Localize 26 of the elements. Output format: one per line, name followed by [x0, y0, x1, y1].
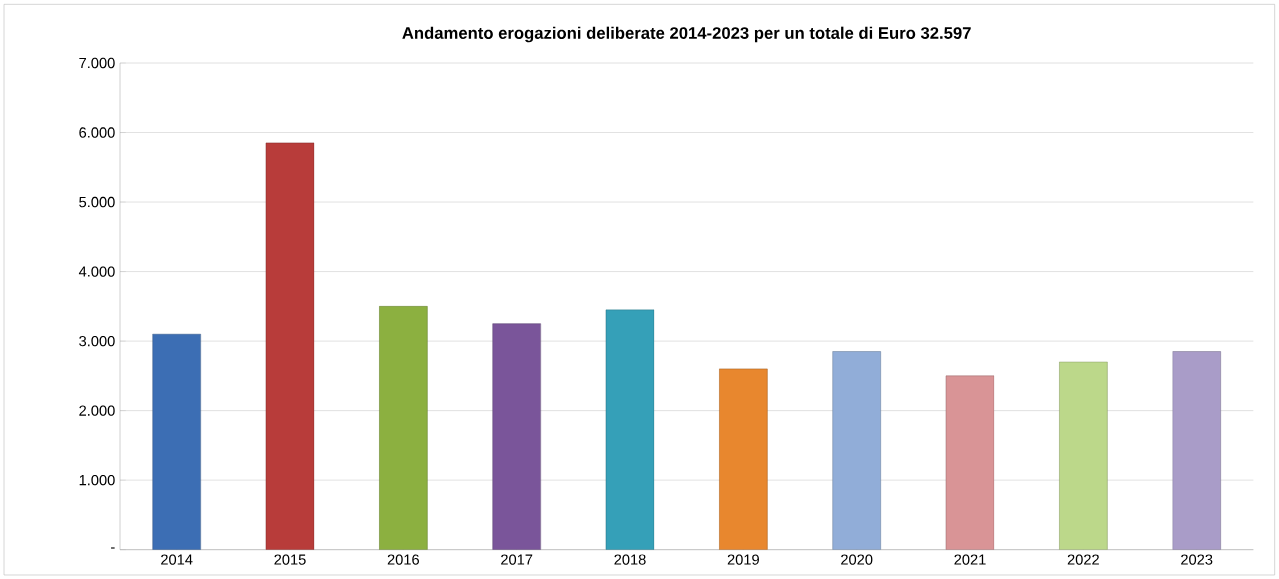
- x-tick-label: 2015: [274, 554, 306, 565]
- x-tick-label: 2014: [161, 554, 193, 565]
- y-tick-label: 1.000: [79, 474, 115, 486]
- x-tick-label: 2016: [387, 554, 419, 565]
- bar: [605, 309, 655, 550]
- y-tick-label: 3.000: [79, 335, 115, 347]
- x-tick-label: 2019: [727, 554, 759, 565]
- bar: [265, 142, 315, 550]
- y-tick-label: 5.000: [79, 196, 115, 208]
- chart-title: Andamento erogazioni deliberate 2014-2023 per un totale di Euro 32.597: [402, 26, 971, 43]
- y-tick-label: 6.000: [79, 127, 115, 138]
- bar: [379, 306, 428, 550]
- bar: [1059, 361, 1108, 550]
- y-tick-label: -: [111, 547, 115, 549]
- bar: [719, 368, 768, 550]
- bar: [1172, 351, 1221, 550]
- y-tick-label: 2.000: [79, 405, 115, 416]
- y-tick-label: 4.000: [78, 266, 115, 277]
- bar: [945, 375, 995, 550]
- x-tick-label: 2021: [954, 554, 986, 565]
- x-tick-label: 2017: [501, 554, 533, 565]
- x-tick-label: 2023: [1181, 554, 1213, 565]
- x-tick-label: 2018: [614, 554, 646, 565]
- y-tick-label: 7.000: [79, 57, 115, 69]
- x-tick-label: 2020: [841, 554, 873, 565]
- x-tick-label: 2022: [1067, 554, 1099, 565]
